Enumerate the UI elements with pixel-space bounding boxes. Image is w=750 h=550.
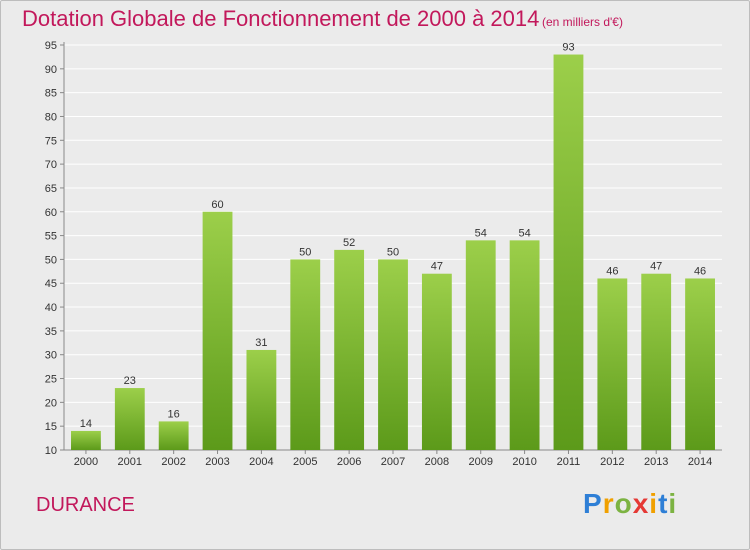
logo-letter: t	[658, 488, 669, 519]
x-tick-label: 2001	[118, 456, 142, 468]
x-tick-label: 2009	[468, 456, 492, 468]
y-tick-label: 10	[45, 445, 57, 457]
y-tick-label: 90	[45, 64, 57, 76]
x-tick-label: 2012	[600, 456, 624, 468]
y-tick-label: 55	[45, 231, 57, 243]
y-tick-label: 65	[45, 183, 57, 195]
bar-value-label: 54	[475, 227, 487, 239]
bar-value-label: 16	[168, 408, 180, 420]
x-tick-label: 2007	[381, 456, 405, 468]
y-tick-label: 40	[45, 302, 57, 314]
logo-letter: o	[614, 488, 633, 519]
bar-2010	[509, 240, 540, 450]
y-tick-label: 15	[45, 421, 57, 433]
y-tick-label: 85	[45, 88, 57, 100]
bar-value-label: 23	[124, 375, 136, 387]
logo-letter: i	[649, 488, 659, 519]
logo-letter: r	[602, 488, 615, 519]
bar-value-label: 47	[650, 261, 662, 273]
bar-2014	[685, 278, 715, 450]
bar-value-label: 31	[255, 337, 267, 349]
bars	[71, 54, 715, 450]
bar-value-label: 47	[431, 261, 443, 273]
bar-2001	[114, 388, 145, 450]
x-tick-label: 2011	[557, 456, 581, 468]
bar-value-label: 52	[343, 237, 355, 249]
bar-2006	[334, 249, 365, 450]
chart-title: Dotation Globale de Fonctionnement de 20…	[22, 6, 540, 31]
x-tick-label: 2004	[249, 456, 273, 468]
logo-letter: P	[583, 488, 603, 519]
x-tick-label: 2013	[644, 456, 668, 468]
y-tick-label: 60	[45, 207, 57, 219]
bar-value-label: 93	[562, 42, 574, 54]
x-tick-label: 2005	[293, 456, 317, 468]
x-tick-label: 2000	[74, 456, 98, 468]
bar-2013	[641, 273, 672, 450]
bar-2007	[378, 259, 408, 450]
bar-value-label: 14	[80, 418, 92, 430]
y-tick-label: 95	[45, 40, 57, 52]
y-tick-label: 50	[45, 254, 57, 266]
x-tick-label: 2008	[425, 456, 449, 468]
bar-2009	[465, 240, 496, 450]
y-tick-label: 75	[45, 135, 57, 147]
bar-2004	[246, 349, 277, 450]
y-tick-label: 25	[45, 374, 57, 386]
x-tick-label: 2002	[161, 456, 185, 468]
y-tick-label: 45	[45, 278, 57, 290]
x-tick-labels: 2000 2001 2002 2003 2004 2005 2006 2007 2008 2009…	[74, 450, 712, 468]
x-tick-label: 2010	[512, 456, 536, 468]
y-tick-label: 80	[45, 111, 57, 123]
bar-value-label: 46	[606, 265, 618, 277]
bar-value-label: 50	[299, 246, 311, 258]
bar-2012	[597, 278, 628, 450]
y-tick-label: 20	[45, 397, 57, 409]
bar-2003	[202, 211, 233, 450]
bar-2005	[290, 259, 321, 450]
logo-letter: i	[668, 488, 678, 519]
x-tick-label: 2014	[688, 456, 712, 468]
y-tick-labels: 10 15 20 25 30 35 40 45 50 55 60 65 70 75 80 85 90 95	[45, 40, 57, 457]
bar-value-label: 50	[387, 246, 399, 258]
proxiti-logo: Proxiti	[583, 488, 677, 520]
location-label: DURANCE	[36, 494, 135, 516]
bar-value-labels: 14 23 16 60 31 50 52 50 47 54 54 93 46 47 46	[80, 42, 706, 430]
bar-2000	[71, 430, 101, 450]
y-tick-label: 30	[45, 350, 57, 362]
chart-subtitle: (en milliers d'€)	[542, 15, 623, 29]
bar-value-label: 46	[694, 265, 706, 277]
bar-2002	[158, 421, 189, 450]
x-tick-label: 2006	[337, 456, 361, 468]
bar-value-label: 60	[211, 199, 223, 211]
y-tick-label: 35	[45, 326, 57, 338]
bar-2011	[553, 54, 584, 450]
bar-value-label: 54	[518, 227, 530, 239]
y-tick-label: 70	[45, 159, 57, 171]
logo-letter: x	[632, 488, 650, 519]
bar-2008	[421, 273, 452, 450]
x-tick-label: 2003	[205, 456, 229, 468]
